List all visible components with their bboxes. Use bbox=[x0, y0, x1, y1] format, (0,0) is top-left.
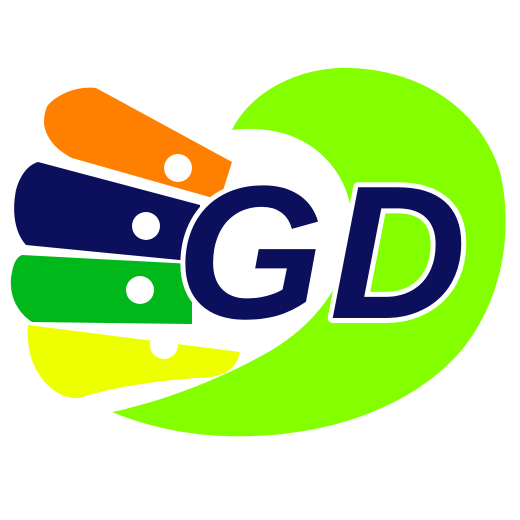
letter-d: D bbox=[329, 147, 466, 359]
yellow-blade-hole-icon bbox=[150, 331, 178, 359]
leaf-shape bbox=[112, 67, 506, 437]
gd-lettering: G D bbox=[171, 142, 472, 364]
green-blade-hole-icon bbox=[126, 276, 154, 304]
green-blade bbox=[10, 255, 193, 324]
yellow-blade bbox=[27, 325, 241, 399]
fan-blades bbox=[10, 87, 241, 399]
navy-blade-hole-icon bbox=[132, 212, 160, 240]
orange-blade-hole-icon bbox=[164, 154, 192, 182]
letter-g: G bbox=[176, 147, 324, 359]
